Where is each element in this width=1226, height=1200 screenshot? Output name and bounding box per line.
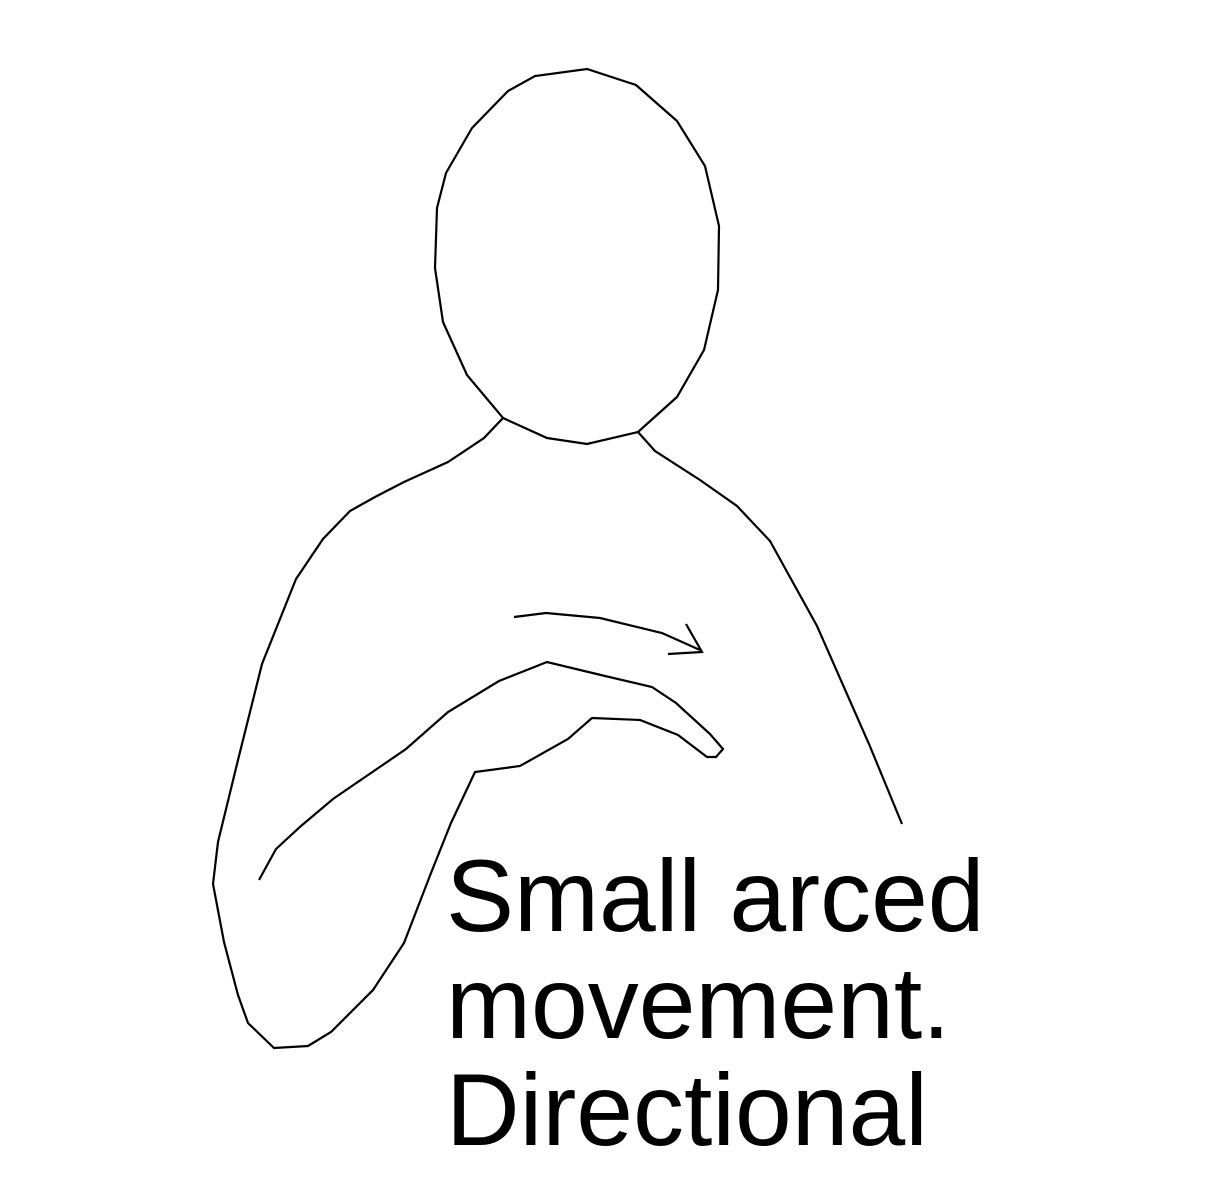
caption-line-2: movement. <box>446 946 951 1060</box>
left-shoulder-arm-outline <box>211 417 725 1050</box>
right-shoulder-outline <box>637 431 904 825</box>
arrow-shaft <box>513 611 701 652</box>
sign-caption: Small arced movement. Directional <box>446 843 985 1164</box>
arrow-right-icon <box>513 611 704 656</box>
head-outline <box>433 67 721 446</box>
arrow-head <box>667 623 704 656</box>
caption-line-3: Directional <box>446 1053 928 1167</box>
caption-line-1: Small arced <box>446 839 985 953</box>
